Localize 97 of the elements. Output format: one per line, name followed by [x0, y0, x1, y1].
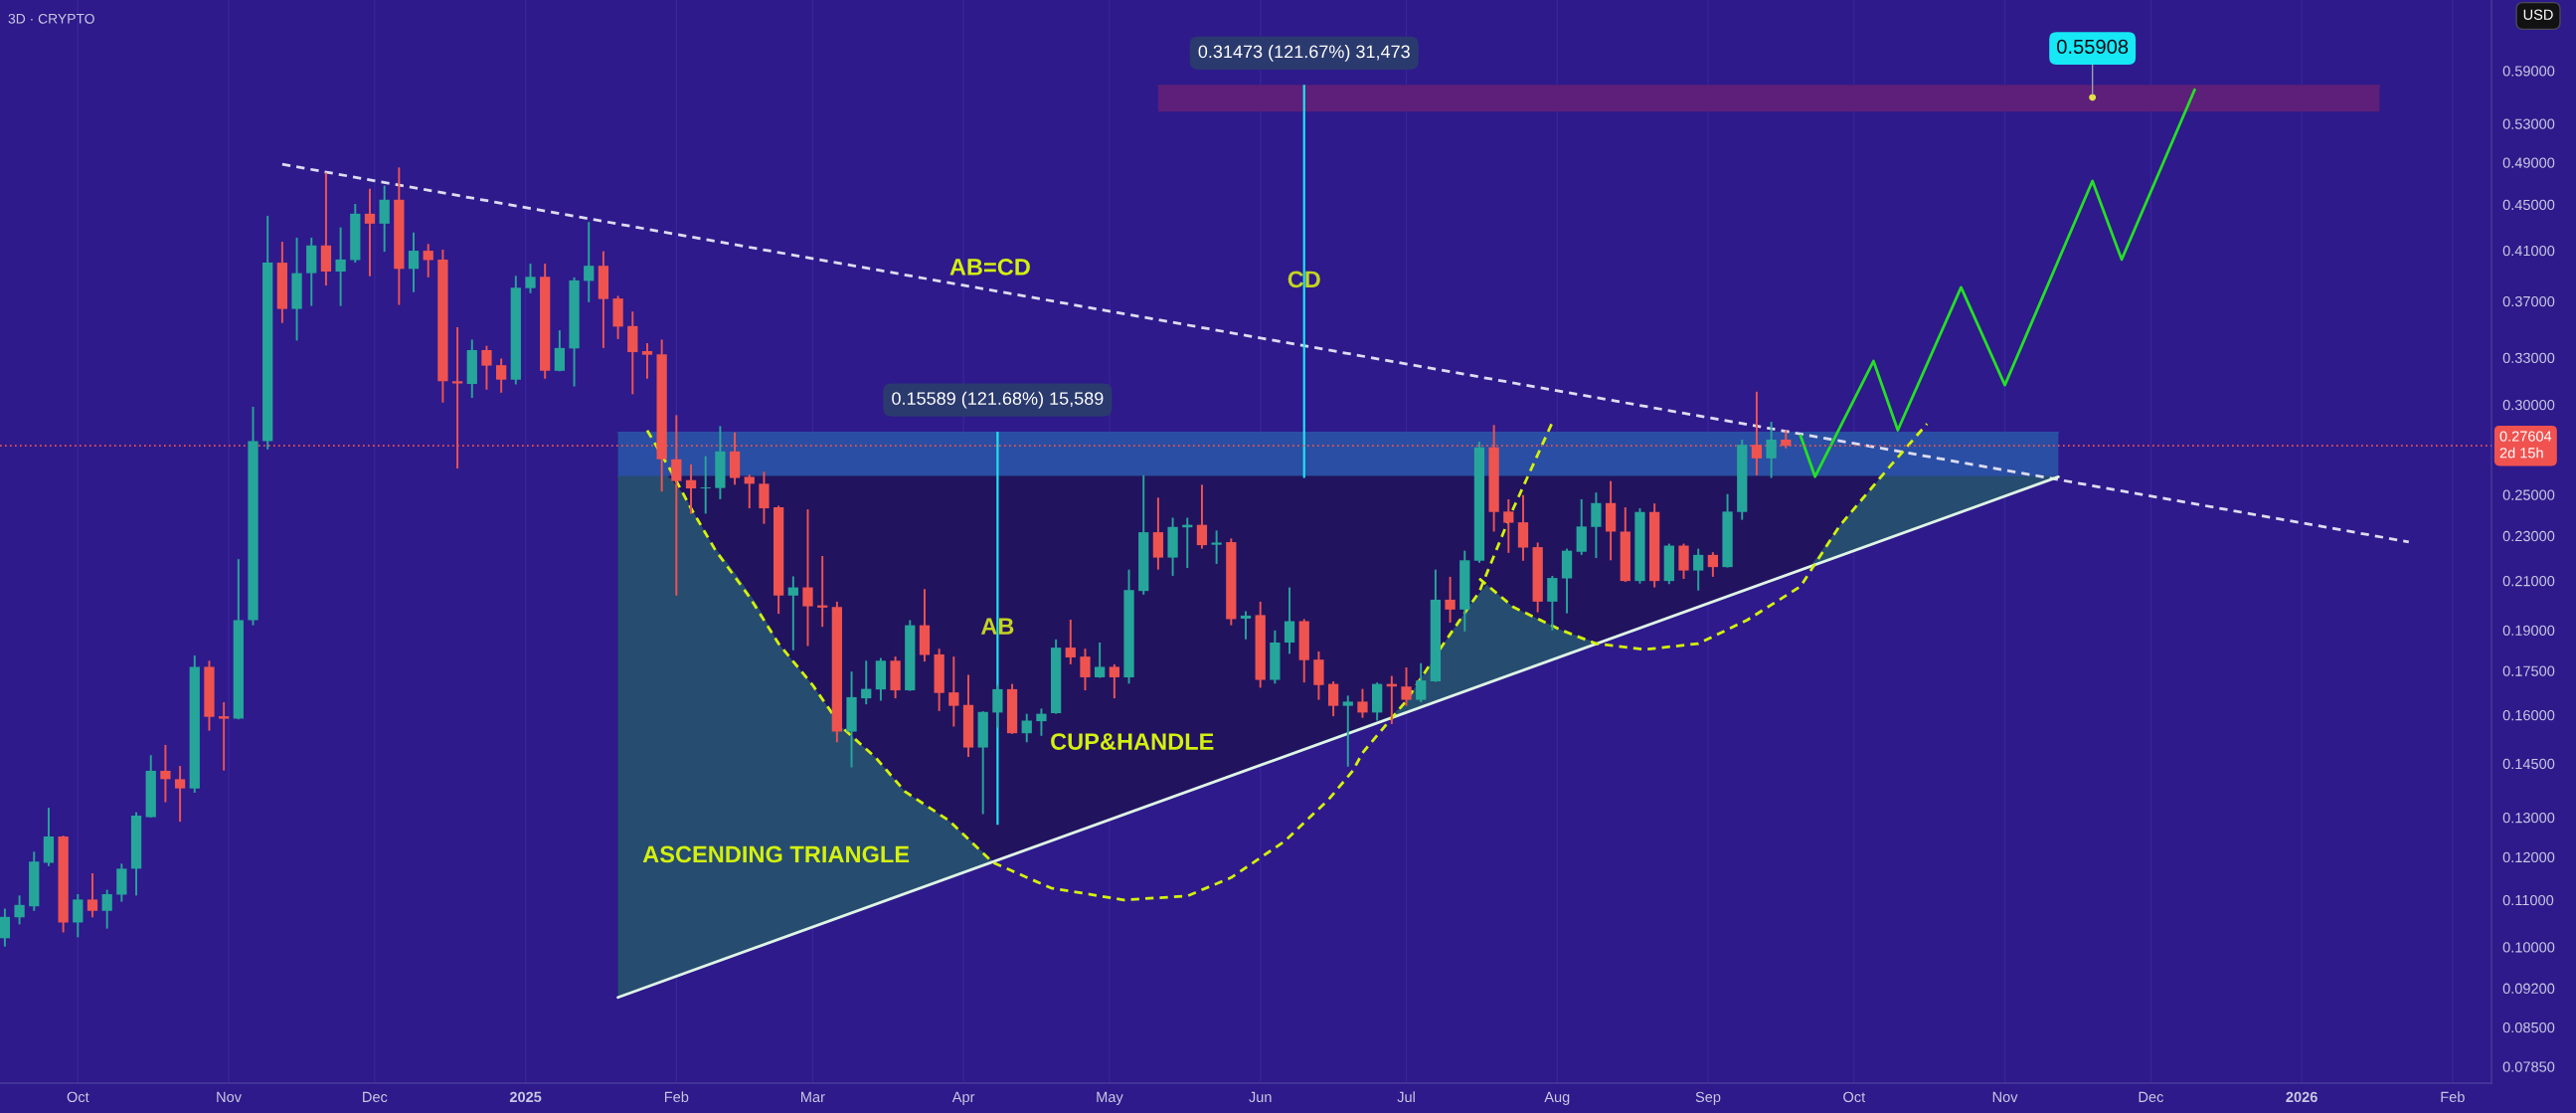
candlestick — [1766, 421, 1777, 479]
candlestick — [14, 894, 25, 926]
y-tick-label: 0.13000 — [2502, 813, 2555, 824]
y-tick-label: 0.25000 — [2502, 489, 2555, 500]
y-tick-label: 0.14500 — [2502, 758, 2555, 770]
y-tick-label: 0.08500 — [2502, 1021, 2555, 1033]
x-tick-label: Dec — [2139, 1091, 2163, 1103]
candlestick — [1036, 707, 1047, 737]
y-tick-label: 0.16000 — [2502, 709, 2555, 721]
x-tick-label: Apr — [951, 1091, 975, 1105]
candlestick — [1693, 547, 1704, 592]
y-tick-label: 0.30000 — [2502, 399, 2555, 411]
x-tick-label: Feb — [664, 1091, 689, 1103]
x-tick-label: Jun — [1249, 1091, 1272, 1103]
candlestick — [86, 872, 98, 919]
text: 3D · CRYPTO — [8, 13, 94, 24]
candlestick — [1591, 491, 1602, 560]
y-tick-label: 0.21000 — [2502, 576, 2555, 587]
x-tick-label: Jul — [1397, 1091, 1415, 1103]
y-tick-label: 0.37000 — [2502, 295, 2555, 307]
candlestick — [700, 455, 711, 515]
y-tick-label: 0.10000 — [2502, 942, 2555, 953]
candlestick — [802, 508, 813, 648]
x-tick-label: Aug — [1544, 1091, 1570, 1105]
candlestick — [1357, 687, 1368, 719]
x-tick-label: 2026 — [2286, 1091, 2318, 1103]
candlestick — [0, 907, 11, 948]
candlestick — [1707, 551, 1719, 578]
ref-line-label: 0.27604 2d 15h — [2499, 431, 2552, 459]
candlestick — [554, 329, 566, 373]
candlestick — [496, 357, 507, 394]
y-tick-label: 0.49000 — [2502, 157, 2555, 168]
candlestick — [1547, 574, 1558, 632]
annotation: AB=CD — [949, 259, 1030, 276]
line-series — [1799, 88, 2196, 478]
x-tick-label: Oct — [1843, 1091, 1866, 1103]
candlestick — [160, 743, 171, 804]
x-tick-label: Mar — [801, 1091, 825, 1103]
y-tick-label: 0.23000 — [2502, 530, 2555, 542]
x-tick-label: May — [1097, 1091, 1123, 1105]
y-tick-label: 0.12000 — [2502, 851, 2555, 863]
x-tick-label: Oct — [67, 1091, 89, 1103]
candlestick — [423, 243, 433, 278]
candlestick — [1065, 619, 1076, 665]
x-tick-label: Dec — [363, 1091, 388, 1103]
candlestick — [584, 221, 595, 303]
candlestick — [1342, 694, 1353, 768]
candlestick — [992, 683, 1003, 729]
candlestick — [861, 659, 872, 706]
candlestick — [1284, 586, 1295, 655]
candlestick — [1401, 666, 1412, 707]
candlestick — [1445, 575, 1456, 625]
candlestick — [1080, 648, 1091, 692]
y-tick-label: 0.53000 — [2502, 118, 2555, 129]
x-tick-label: Sep — [1695, 1091, 1721, 1105]
candlestick — [1211, 529, 1222, 565]
x-tick-label: Feb — [2441, 1091, 2465, 1103]
annotation: ASCENDING TRIANGLE — [642, 845, 910, 863]
candlestick — [1196, 483, 1208, 550]
data-label: 0.31473 (121.67%) 31,473 — [1198, 44, 1410, 62]
candlestick — [219, 701, 230, 772]
candlestick — [73, 893, 84, 939]
y-tick-label: 0.11000 — [2502, 894, 2554, 906]
y-tick-label: 0.45000 — [2502, 199, 2555, 211]
y-tick-label: 0.09200 — [2502, 983, 2555, 994]
candlestick — [1327, 680, 1339, 718]
x-tick-label: Nov — [1992, 1091, 2018, 1103]
y-tick-label: 0.59000 — [2502, 66, 2555, 77]
candlestick — [1109, 662, 1119, 700]
candlestick — [335, 226, 346, 307]
candlestick — [481, 344, 492, 391]
y-tick-label: 0.17500 — [2502, 665, 2555, 676]
candlestick — [1503, 497, 1514, 554]
candlestick — [101, 888, 112, 930]
candlestick — [744, 473, 755, 510]
candlestick — [948, 655, 959, 728]
candlestick — [525, 263, 536, 294]
candlestick — [1240, 610, 1252, 641]
candlestick — [1095, 642, 1106, 679]
candlestick — [174, 765, 186, 824]
y-axis-title: USD — [2523, 9, 2553, 20]
candlestick — [685, 463, 697, 515]
candlestick — [1021, 712, 1032, 744]
candlestick — [1416, 661, 1427, 703]
candlestick — [787, 575, 798, 651]
y-tick-label: 0.41000 — [2502, 245, 2555, 257]
x-tick-label: 2025 — [509, 1091, 542, 1103]
data-label: 0.15589 (121.68%) 15,589 — [892, 391, 1104, 409]
candlestick — [641, 342, 653, 380]
candlestick — [408, 231, 420, 293]
annotation: 0.55908 — [2057, 39, 2129, 55]
x-tick-label: Nov — [217, 1091, 242, 1103]
y-tick-label: 0.33000 — [2502, 352, 2555, 363]
candlestick — [364, 187, 376, 278]
y-tick-label: 0.07850 — [2502, 1061, 2555, 1072]
annotation: CUP&HANDLE — [1051, 733, 1214, 750]
y-tick-label: 0.19000 — [2502, 625, 2555, 636]
